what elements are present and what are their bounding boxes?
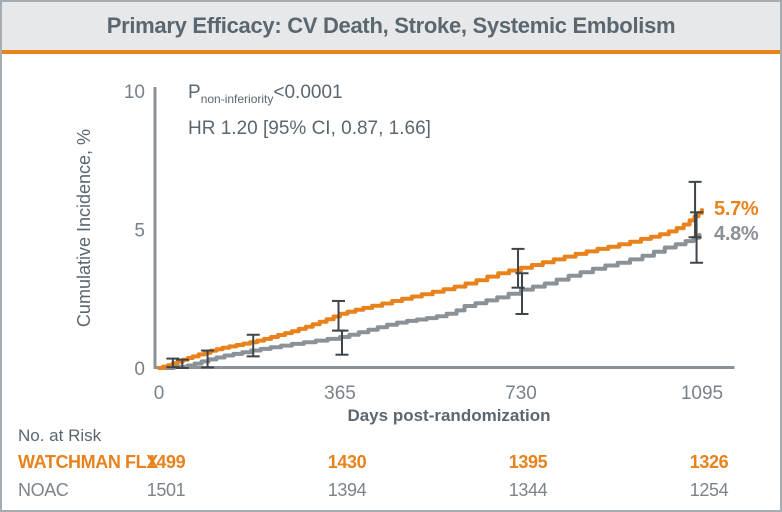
x-tick-label: 1095 xyxy=(681,383,723,404)
title-bar: Primary Efficacy: CV Death, Stroke, Syst… xyxy=(2,2,780,50)
y-tick-label: 10 xyxy=(124,82,145,103)
risk-count-cell: 1499 xyxy=(146,452,186,472)
p-subscript: non-inferiority xyxy=(200,91,274,106)
risk-count-cell: 1501 xyxy=(146,480,186,500)
risk-count-cell: 1344 xyxy=(508,480,548,500)
risk-count-cell: 1326 xyxy=(689,452,729,472)
p-prefix: P xyxy=(188,82,201,103)
page-title: Primary Efficacy: CV Death, Stroke, Syst… xyxy=(106,13,676,38)
noac-endpoint-label: 4.8% xyxy=(714,223,759,245)
series-curve-noac xyxy=(157,233,702,370)
y-tick-label: 5 xyxy=(134,221,145,242)
risk-table-heading: No. at Risk xyxy=(18,426,102,445)
stats-annotation: Pnon-inferiority<0.0001 HR 1.20 [95% CI,… xyxy=(188,78,431,144)
risk-count-cell: 1254 xyxy=(689,480,729,500)
risk-count-cell: 1430 xyxy=(327,452,367,472)
risk-row-label: NOAC xyxy=(18,480,69,500)
y-axis-title: Cumulative Incidence, % xyxy=(74,128,94,328)
x-tick-label: 730 xyxy=(505,383,537,404)
x-tick-label: 365 xyxy=(324,383,356,404)
x-axis-title: Days post-randomization xyxy=(347,406,551,425)
risk-count-cell: 1394 xyxy=(327,480,367,500)
risk-row-watchman: WATCHMAN FLX 1499 1430 1395 1326 xyxy=(2,452,780,474)
risk-count-cell: 1395 xyxy=(508,452,548,472)
accent-rule xyxy=(2,50,780,54)
y-axis-line xyxy=(153,87,157,369)
watchman-endpoint-label: 5.7% xyxy=(714,198,759,220)
p-value: <0.0001 xyxy=(273,82,343,103)
risk-row-noac: NOAC 1501 1394 1344 1254 xyxy=(2,480,780,502)
risk-row-label: WATCHMAN FLX xyxy=(18,452,158,472)
x-axis-line xyxy=(153,366,735,369)
hazard-ratio-line: HR 1.20 [95% CI, 0.87, 1.66] xyxy=(188,117,431,139)
series-curve-watchman-flx xyxy=(157,208,704,370)
p-value-line: Pnon-inferiority<0.0001 xyxy=(188,78,431,114)
x-tick-label: 0 xyxy=(154,383,165,404)
y-tick-label: 0 xyxy=(134,359,145,380)
